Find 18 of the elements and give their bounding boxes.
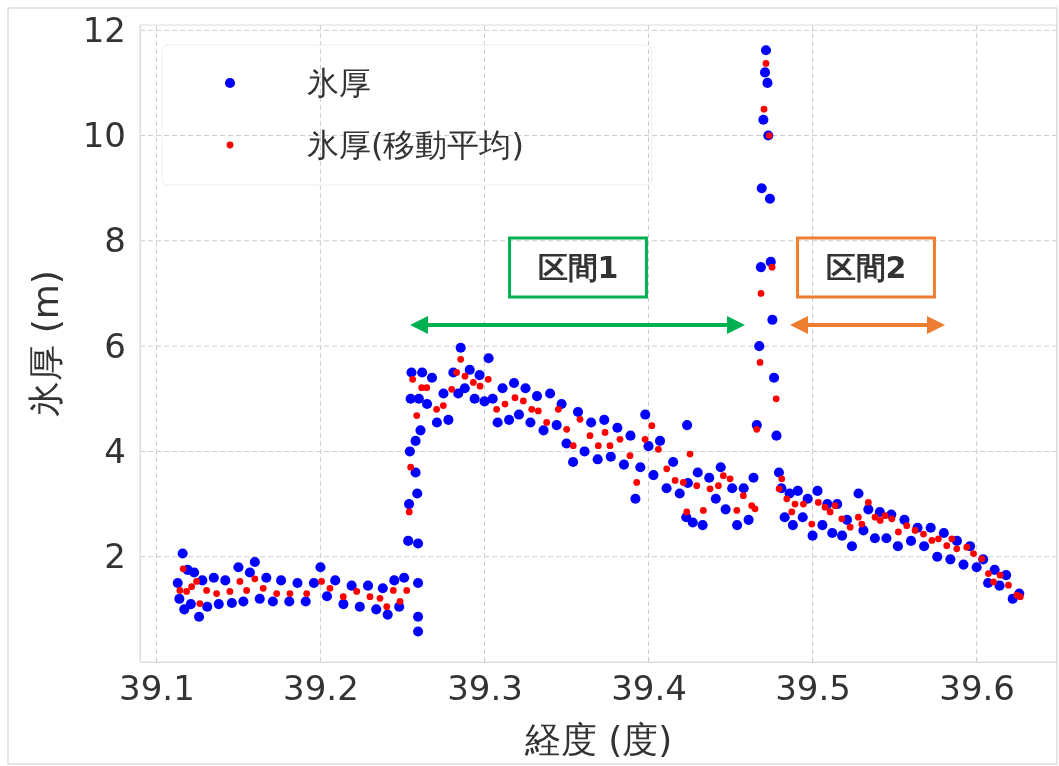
annotation: 区間2 [825,250,907,285]
y-tick-label: 4 [104,430,126,471]
x-tick-label: 39.1 [119,668,195,709]
x-axis-title: 経度 (度) [523,719,673,760]
x-tick-label: 39.2 [283,668,359,709]
x-tick-label: 39.4 [611,668,687,709]
y-tick-label: 2 [104,536,126,577]
x-tick-label: 39.3 [447,668,523,709]
legend-label: 氷厚 [307,64,371,102]
y-tick-label: 6 [104,325,126,366]
y-tick-label: 8 [104,220,126,261]
y-tick-label: 10 [82,114,126,155]
annotation: 区間1 [537,250,619,285]
x-tick-label: 39.6 [939,668,1015,709]
y-axis-title: 氷厚 (m) [25,270,66,417]
y-tick-label: 12 [82,9,126,50]
x-tick-label: 39.5 [775,668,851,709]
legend-label: 氷厚(移動平均) [307,126,524,164]
